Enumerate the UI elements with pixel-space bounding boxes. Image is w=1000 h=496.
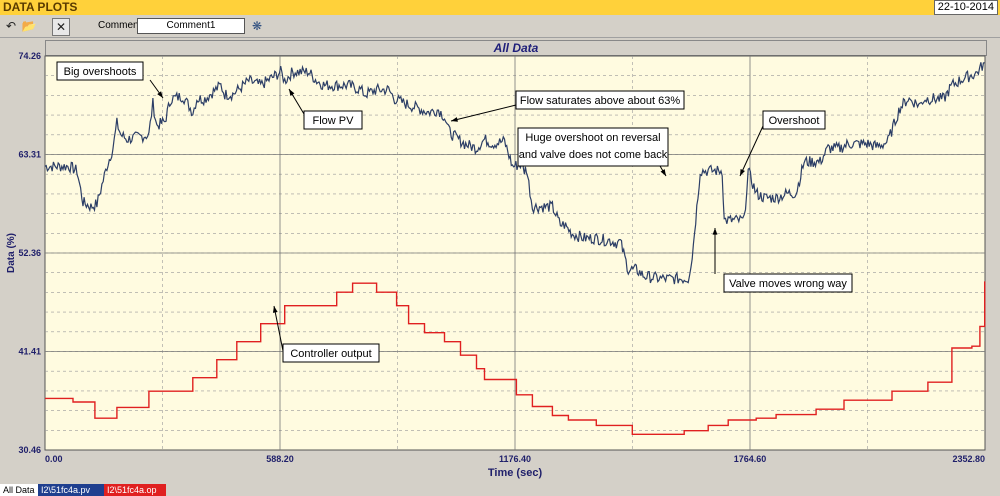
annotation-text: and valve does not come back	[519, 149, 668, 161]
comment-input[interactable]: Comment1	[137, 18, 245, 34]
toolbar: ↶ 📂 ✕ Comment Comment1 ❋	[0, 15, 1000, 38]
annotation-arrowhead	[451, 117, 458, 122]
annotation-text: Big overshoots	[64, 66, 137, 78]
window-titlebar: DATA PLOTS 22-10-2014	[0, 0, 1000, 15]
annotation-arrowhead	[660, 169, 666, 176]
tab-all-data[interactable]: All Data	[0, 484, 38, 496]
open-folder-icon[interactable]: 📂	[21, 19, 37, 33]
gear-icon[interactable]: ❋	[251, 19, 263, 33]
series-line-op[interactable]	[45, 281, 986, 435]
x-tick-label: 588.20	[266, 454, 294, 464]
annotation-arrowhead	[157, 91, 163, 98]
tab-pv[interactable]: I2\51fc4a.pv	[38, 484, 104, 496]
undo-icon[interactable]: ↶	[5, 19, 17, 33]
tab-op[interactable]: I2\51fc4a.op	[104, 484, 166, 496]
annotation-arrowhead	[712, 228, 718, 235]
y-tick-label: 41.41	[18, 347, 41, 357]
annotation-box	[303, 110, 363, 130]
x-tick-label: 1764.60	[734, 454, 767, 464]
annotation-box	[282, 343, 380, 363]
annotation-leader	[450, 104, 517, 122]
annotation-box	[515, 90, 685, 110]
annotation-arrowhead	[272, 306, 278, 313]
window-title: DATA PLOTS	[3, 0, 78, 14]
y-tick-label: 63.31	[18, 150, 41, 160]
annotation-text: Overshoot	[769, 115, 820, 127]
annotation-text: Controller output	[290, 348, 371, 360]
annotation-leader	[739, 125, 764, 177]
annotation-text: Flow PV	[313, 115, 355, 127]
annotation-text: Huge overshoot on reversal	[525, 132, 660, 144]
annotation-box	[56, 61, 144, 81]
x-axis-label: Time (sec)	[488, 467, 543, 479]
annotation-box	[762, 110, 826, 130]
y-tick-label: 52.36	[18, 248, 41, 258]
annotation-text: Flow saturates above about 63%	[520, 95, 680, 107]
annotation-arrowhead	[289, 89, 295, 96]
annotation-text: Valve moves wrong way	[729, 278, 847, 290]
annotation-box	[517, 127, 669, 167]
x-tick-label: 2352.80	[952, 454, 985, 464]
y-tick-label: 30.46	[18, 445, 41, 455]
date-field[interactable]: 22-10-2014	[933, 0, 998, 15]
tab-bar: All Data I2\51fc4a.pv I2\51fc4a.op	[0, 484, 1000, 496]
y-axis-label: Data (%)	[6, 233, 17, 273]
annotation-leader	[273, 305, 284, 352]
annotation-arrowhead	[740, 169, 745, 176]
comment-label: Comment	[98, 20, 142, 31]
close-x-icon[interactable]: ✕	[52, 18, 70, 36]
x-tick-label: 0.00	[45, 454, 63, 464]
x-tick-label: 1176.40	[499, 454, 531, 464]
series-line-pv[interactable]	[44, 62, 985, 285]
annotation-box	[723, 273, 853, 293]
y-tick-label: 74.26	[18, 51, 41, 61]
